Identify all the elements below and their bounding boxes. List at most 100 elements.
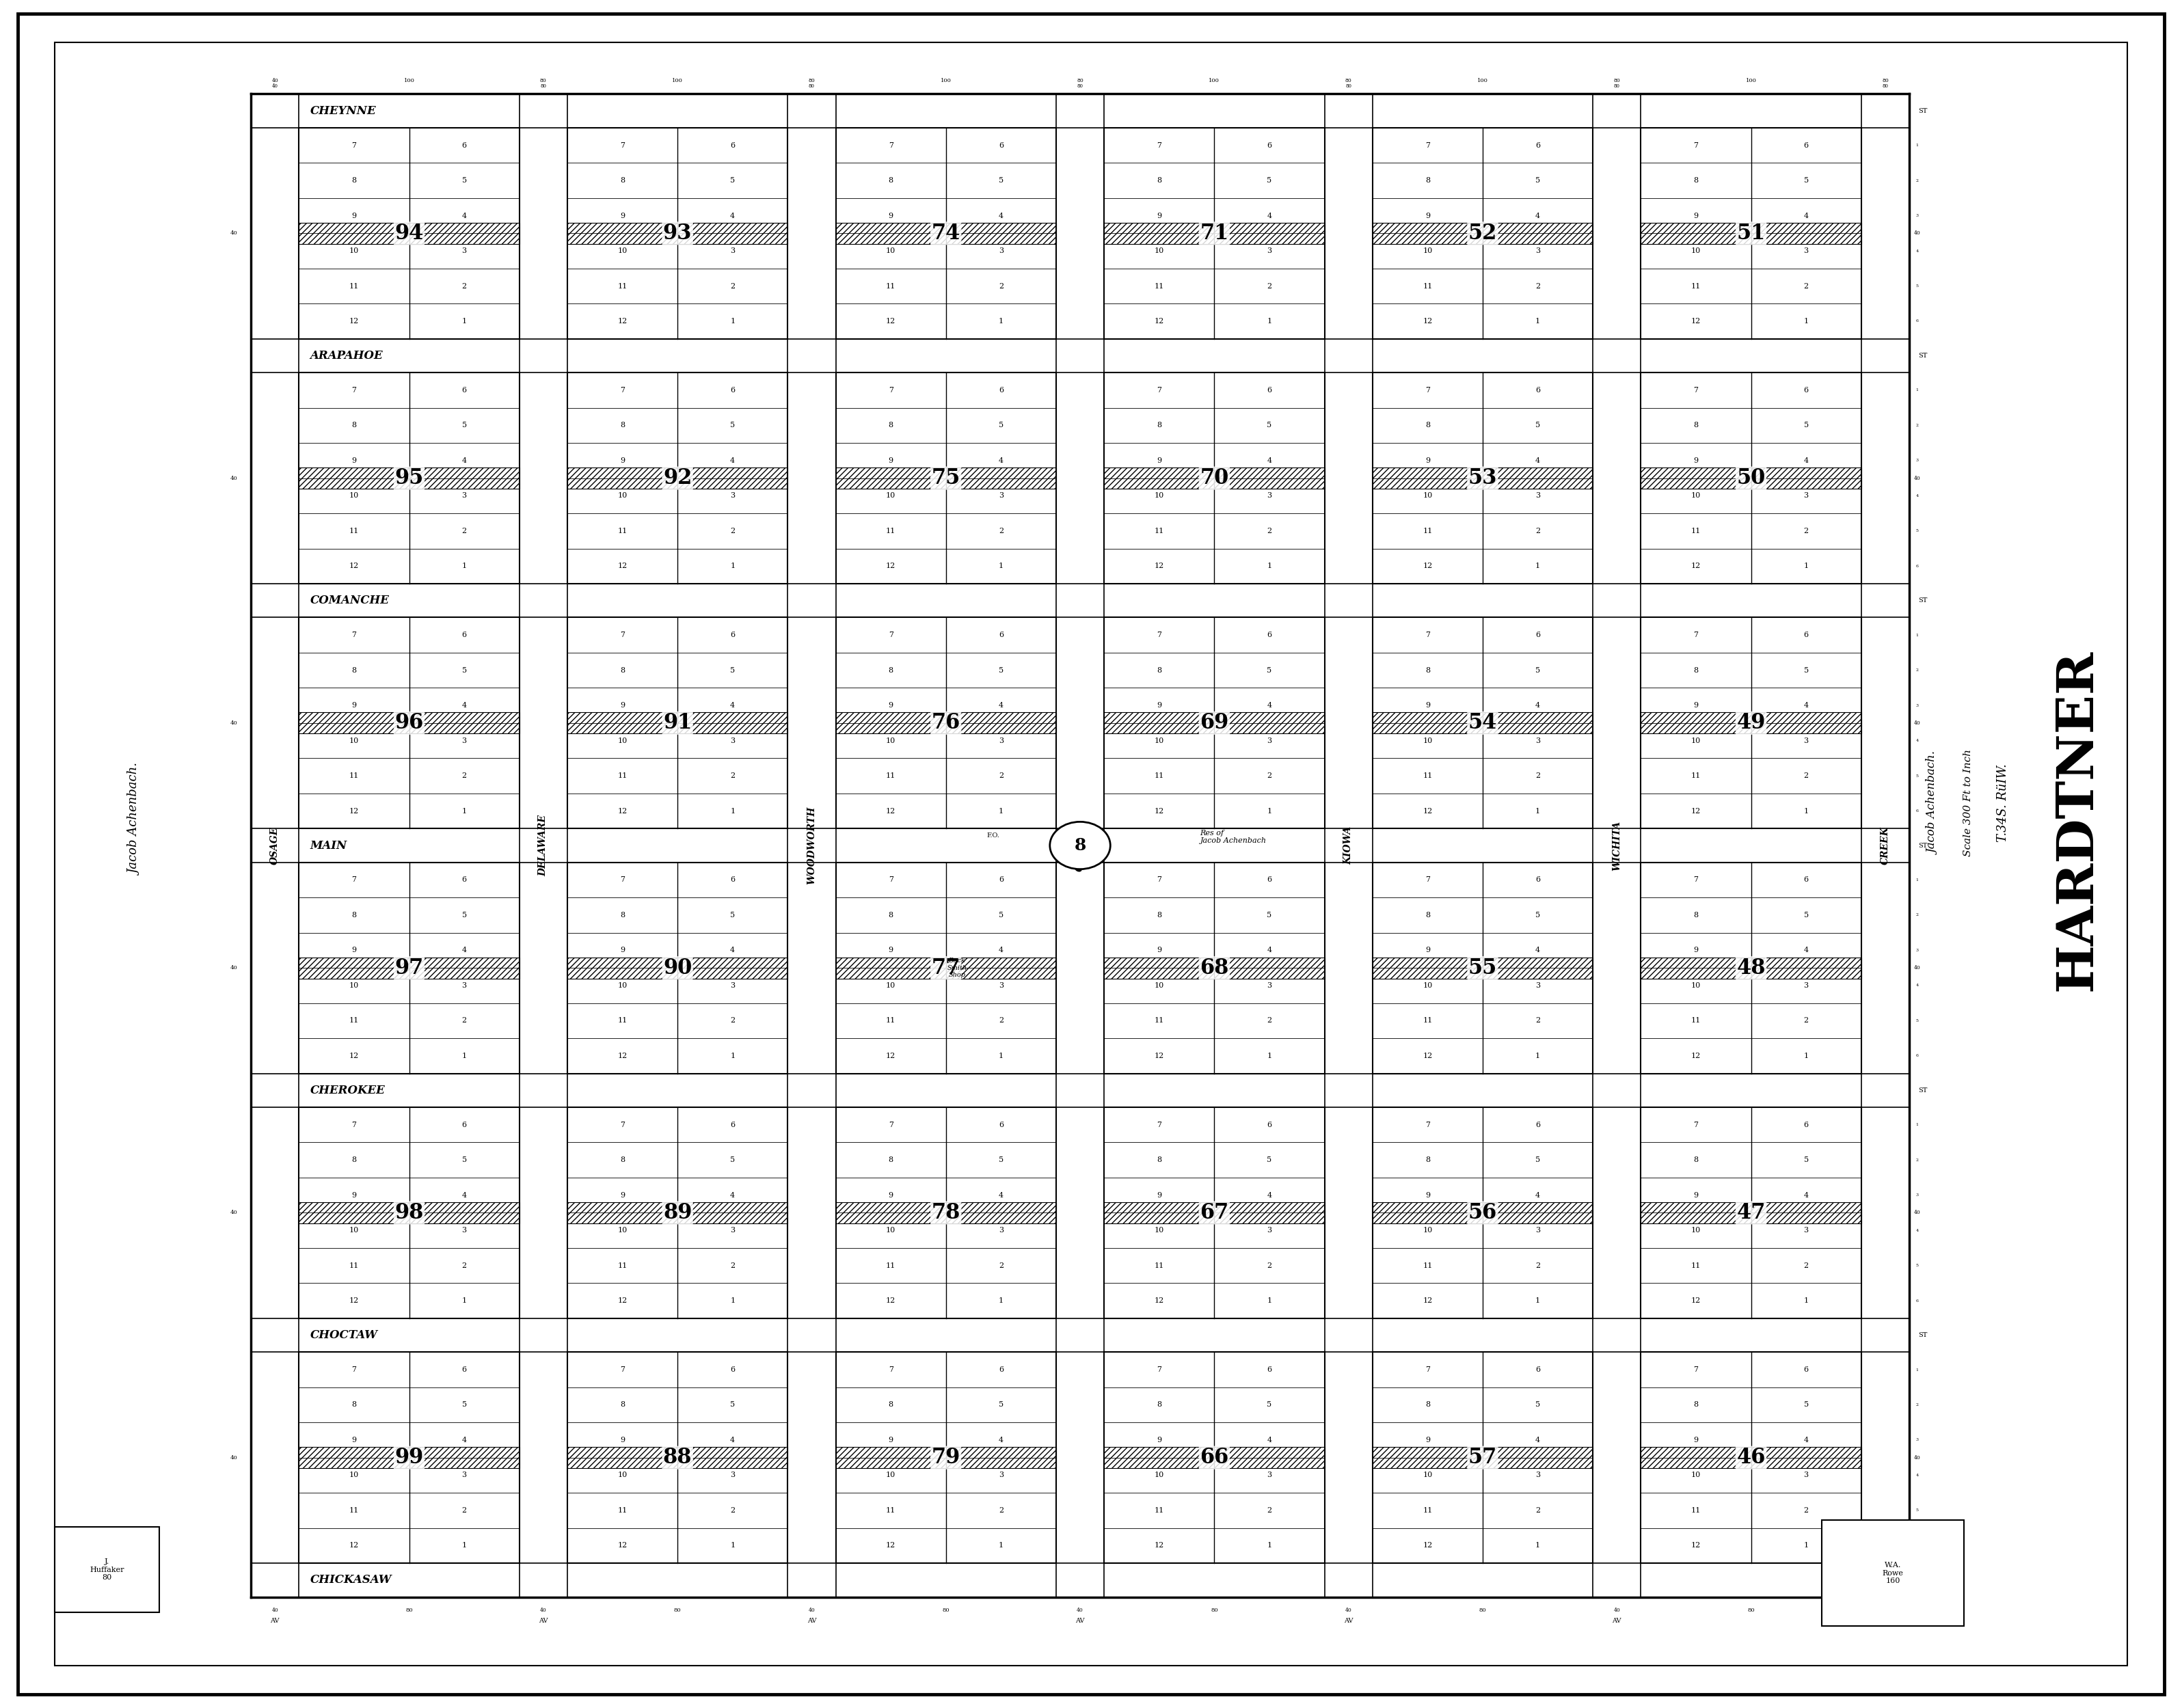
Text: 40: 40 [273,84,277,89]
Text: 4: 4 [1268,458,1272,465]
Text: 3: 3 [999,492,1004,499]
Text: 1: 1 [1536,1542,1540,1549]
Text: 6: 6 [1805,876,1809,883]
Text: COMANCHE: COMANCHE [310,594,388,606]
Text: Buck
Smith
Shop: Buck Smith Shop [947,958,967,979]
Text: 7: 7 [351,142,356,149]
Text: 40: 40 [1914,1455,1920,1460]
Text: 1: 1 [731,1052,735,1059]
Text: 8: 8 [620,422,624,429]
Text: 5: 5 [1268,1402,1272,1409]
Text: 11: 11 [1154,1262,1163,1269]
Text: 100: 100 [672,79,683,84]
Text: 1: 1 [1916,1368,1918,1372]
Bar [251,338,1909,372]
Text: ST: ST [1918,1576,1927,1583]
Text: 7: 7 [1425,1366,1429,1373]
Text: 9: 9 [1425,458,1429,465]
Text: 6: 6 [1536,876,1540,883]
Text: 9: 9 [1156,946,1161,953]
Bar [567,1353,788,1563]
Text: 10: 10 [1423,492,1431,499]
Text: 6: 6 [1805,1122,1809,1129]
Text: 1: 1 [1268,1542,1272,1549]
Text: 5: 5 [1268,912,1272,919]
Bar [1641,222,1861,244]
Text: 7: 7 [1156,142,1161,149]
Text: 8: 8 [620,1156,624,1163]
Bar [567,372,788,584]
Text: 5: 5 [1536,912,1540,919]
Text: 3: 3 [1268,1226,1272,1233]
Text: 1: 1 [1805,1542,1809,1549]
Bar [567,1107,788,1319]
Bar [836,712,1056,733]
Text: 3: 3 [1805,492,1809,499]
Text: 7: 7 [620,1122,624,1129]
Text: 2: 2 [1805,528,1809,535]
Bar [299,958,519,979]
Text: 7: 7 [1425,1122,1429,1129]
Text: 10: 10 [349,248,358,254]
Bar [251,1319,1909,1353]
Text: 11: 11 [349,1506,358,1513]
Text: 4: 4 [1805,702,1809,709]
Text: 10: 10 [349,1472,358,1479]
Text: 4: 4 [1268,1436,1272,1443]
Text: 3: 3 [999,1226,1004,1233]
Text: 6: 6 [1268,876,1272,883]
Text: 40: 40 [1914,231,1920,236]
Text: 6: 6 [731,632,735,639]
Text: 80: 80 [539,79,548,84]
Bar [567,128,788,338]
Text: 4: 4 [1805,946,1809,953]
Text: 2: 2 [1916,1158,1918,1161]
Text: 11: 11 [1691,772,1700,779]
Text: 1: 1 [1916,634,1918,637]
Text: 1: 1 [731,318,735,325]
Text: OSAGE: OSAGE [271,827,279,864]
Bar [1104,712,1324,733]
Text: 3: 3 [1916,948,1918,951]
Bar [251,828,1909,863]
Text: 52: 52 [1468,222,1497,244]
Text: 10: 10 [1691,1226,1700,1233]
Text: 5: 5 [731,1402,735,1409]
Text: 8: 8 [888,666,892,673]
Text: 66: 66 [1200,1447,1228,1469]
Text: 1: 1 [463,562,467,569]
Bar [1372,712,1593,733]
Text: 9: 9 [888,702,892,709]
Text: 4: 4 [999,946,1004,953]
Text: W.A.
Rowe
160: W.A. Rowe 160 [1883,1561,1903,1585]
Text: 11: 11 [618,1506,626,1513]
Text: 4: 4 [463,946,467,953]
Text: 1: 1 [1916,388,1918,391]
Text: 8: 8 [1425,178,1429,184]
Bar [1641,1447,1861,1469]
Text: 9: 9 [888,212,892,219]
Text: 5: 5 [1268,178,1272,184]
Text: 8: 8 [1693,1402,1698,1409]
Text: 6: 6 [731,1122,735,1129]
Bar [299,128,519,338]
Text: CENTRAL: CENTRAL [1076,820,1084,871]
Text: 4: 4 [463,1192,467,1199]
Text: 2: 2 [1536,1018,1540,1025]
Bar [1641,863,1861,1073]
Text: 9: 9 [351,1192,356,1199]
Text: 56: 56 [1468,1202,1497,1223]
Text: 3: 3 [1268,982,1272,989]
Text: 90: 90 [663,956,692,979]
Bar [836,618,1056,828]
Text: 40: 40 [1914,475,1920,482]
Text: 11: 11 [618,772,626,779]
Text: 11: 11 [1154,282,1163,289]
Bar [788,94,836,1597]
Bar [299,222,519,244]
Text: 1: 1 [1916,1124,1918,1127]
Text: 9: 9 [351,212,356,219]
Text: 5: 5 [1536,1402,1540,1409]
Bar [836,1107,1056,1319]
Text: 1: 1 [463,1052,467,1059]
